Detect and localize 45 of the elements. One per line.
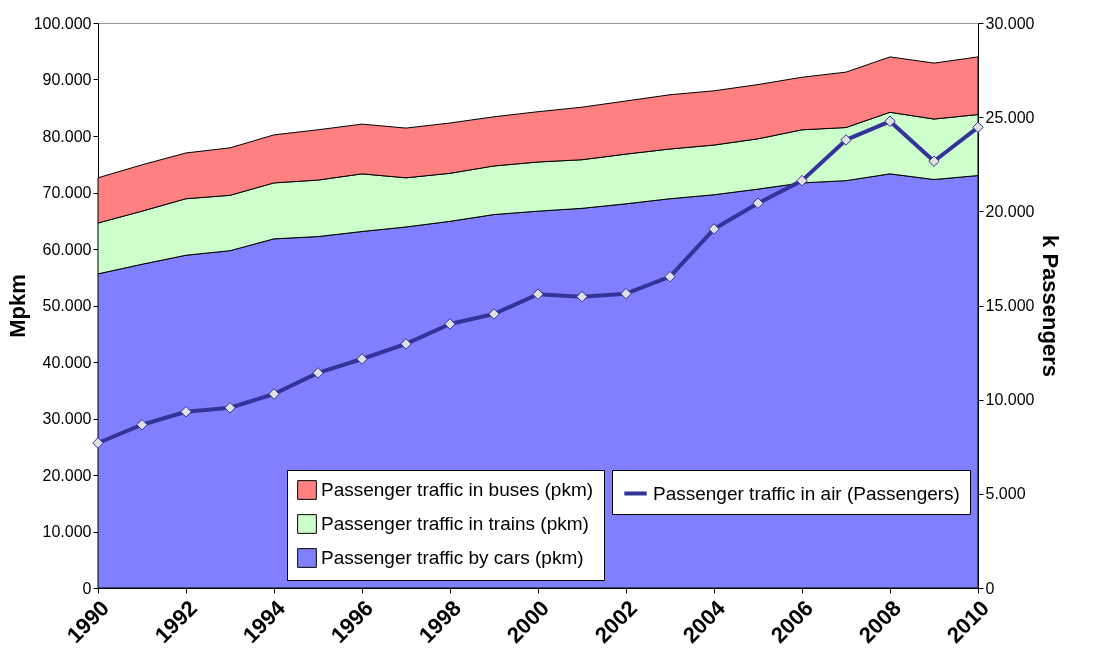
point <box>620 287 632 300</box>
y2-tick-label: 20.000 <box>985 202 1035 220</box>
point <box>884 115 896 128</box>
y2-axis-title: k Passengers <box>1038 235 1064 377</box>
point <box>400 338 412 350</box>
y-tick-label: 100.000 <box>33 14 92 32</box>
y-tick-label: 10.000 <box>42 523 92 540</box>
y2-tick-label: 10.000 <box>985 391 1035 409</box>
y2-tick-label: 25.000 <box>985 108 1035 126</box>
y-axis-title: Mpkm <box>4 274 30 338</box>
point <box>664 270 676 283</box>
y-tick-label: 30.000 <box>42 410 92 427</box>
point <box>312 367 324 379</box>
point <box>928 155 940 167</box>
point <box>796 174 808 187</box>
point <box>972 121 984 134</box>
y2-tick-label: 15.000 <box>985 297 1035 314</box>
y-tick-label: 40.000 <box>42 353 92 371</box>
legend-label: Passenger traffic in air (Passengers) <box>653 482 960 504</box>
point <box>180 405 192 418</box>
y-tick-label: 90.000 <box>42 71 92 88</box>
point <box>532 288 544 300</box>
legend-label: Passenger traffic in trains (pkm) <box>321 513 589 534</box>
point <box>576 290 588 303</box>
y-tick-label: 50.000 <box>42 297 92 314</box>
y-tick-label: 0 <box>82 579 92 597</box>
point <box>840 134 852 146</box>
y-tick-label: 60.000 <box>42 240 92 258</box>
point <box>488 308 500 320</box>
point <box>752 197 764 209</box>
y-tick-label: 80.000 <box>42 127 92 145</box>
point <box>444 318 456 330</box>
point <box>92 437 104 449</box>
point <box>708 223 720 235</box>
legend-label: Passenger traffic in buses (pkm) <box>321 479 594 500</box>
y-tick-label: 20.000 <box>42 466 92 484</box>
legend-label: Passenger traffic by cars (pkm) <box>321 547 584 568</box>
y-tick-label: 70.000 <box>42 184 92 201</box>
point <box>224 402 236 414</box>
y2-tick-label: 30.000 <box>985 14 1035 32</box>
point <box>136 418 148 431</box>
point <box>356 353 368 365</box>
point <box>268 388 280 400</box>
y2-tick-label: 5.000 <box>985 485 1026 503</box>
y2-tick-label: 0 <box>985 579 995 597</box>
